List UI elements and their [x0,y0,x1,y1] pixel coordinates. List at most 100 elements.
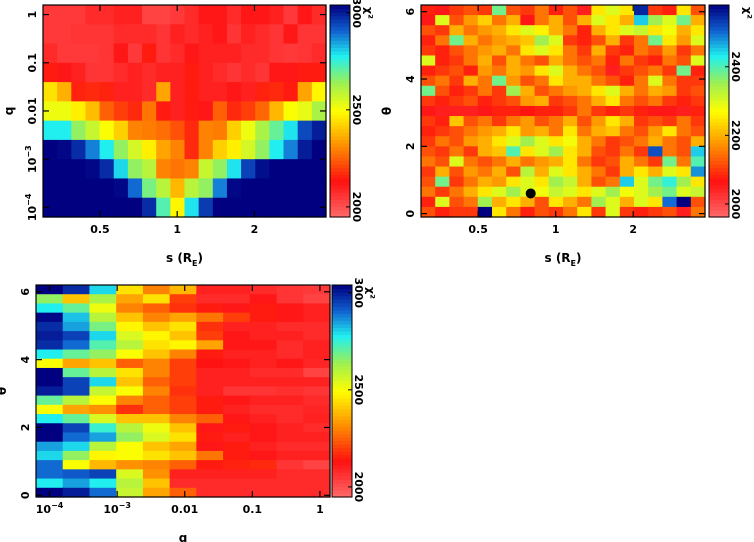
heatmap-cell [311,139,327,160]
heatmap-cell [89,478,117,489]
heatmap-cell [619,136,635,147]
heatmap-cell [36,469,64,480]
colorbar-segment [330,103,350,109]
colorbar-segment [332,451,352,456]
heatmap-cell [249,404,278,415]
heatmap-cell [169,460,197,470]
heatmap-cell [311,5,327,25]
heatmap-cell [71,82,87,102]
heatmap-cell [142,349,171,360]
heatmap-cell [223,441,251,452]
heatmap-cell [662,25,678,36]
heatmap-cell [297,120,313,141]
heatmap-cell [311,120,327,141]
heatmap-cell [241,24,256,45]
heatmap-cell [563,35,578,46]
heatmap-cell [36,377,64,387]
colorbar-segment [709,58,729,63]
heatmap-cell [534,75,550,87]
heatmap-cell [169,404,197,415]
heatmap-cell [634,196,649,208]
colorbar-segment [332,405,352,410]
heatmap-cell [116,285,144,295]
heatmap-cell [36,395,64,406]
heatmap-cell [506,35,521,46]
heatmap-cell [435,75,450,87]
heatmap-cell [520,5,536,16]
heatmap-cell [449,176,465,188]
colorbar-segment [330,202,350,207]
heatmap-cell [62,340,91,351]
heatmap-cell [249,312,278,323]
heatmap-cell [89,414,117,424]
colorbar-segment [330,195,350,200]
colorbar-segment [330,29,350,34]
heatmap-cell [591,5,607,16]
colorbar-segment [709,171,729,176]
heatmap-cell [506,85,521,97]
heatmap-cell [196,423,224,434]
heatmap-cell [142,358,171,369]
heatmap-cell [492,166,507,178]
heatmap-cell [196,469,224,480]
colorbar-segment [709,139,729,144]
heatmap-cell [676,105,692,117]
heatmap-cell [297,197,313,218]
heatmap-cell [169,423,197,434]
colorbar-segment [332,401,352,406]
heatmap-cell [170,43,186,64]
heatmap-cell [62,386,91,397]
heatmap-cell [534,186,550,198]
heatmap-cell [43,101,58,122]
colorbar-segment [709,103,729,109]
colorbar-segment [332,383,352,389]
heatmap-cell [57,5,72,25]
heatmap-cell [303,423,331,434]
heatmap-cell [156,197,171,218]
heatmap-cell [113,5,129,25]
heatmap-cell [212,82,228,102]
heatmap-cell [169,469,197,480]
heatmap-cell [463,45,479,57]
heatmap-cell [690,95,706,107]
heatmap-cell [241,62,256,83]
heatmap-cell [276,321,304,332]
heatmap-cell [269,43,285,64]
heatmap-cell [477,176,493,188]
colorbar: 2000 2500 3000 χ² [329,0,375,223]
heatmap-cell [563,5,578,16]
heatmap-cell [170,82,186,102]
heatmap-cell [605,156,621,168]
x-tick-label: 0.5 [468,223,488,236]
heatmap-cell [477,156,493,168]
heatmap-cell [85,43,101,64]
heatmap-cell [449,196,465,208]
heatmap-cell [463,146,479,158]
heatmap-cell [62,321,91,332]
heatmap-cell [506,45,521,57]
heatmap-cell [276,432,304,443]
colorbar-segment [709,213,729,218]
heatmap-cell [577,116,592,127]
heatmap-cell [62,414,91,424]
heatmap-cell [142,82,157,102]
heatmap-cell [634,126,649,137]
heatmap-cell [463,75,479,87]
heatmap-cell [89,423,117,434]
heatmap-cell [196,377,224,387]
heatmap-cell [276,441,304,452]
colorbar-segment [332,465,352,470]
heatmap-cell [421,116,436,127]
heatmap-cell [676,146,692,158]
heatmap-cell [212,43,228,64]
heatmap-cell [196,395,224,406]
heatmap-cell [577,55,592,67]
colorbar-segment [709,72,729,77]
colorbar-segment [330,36,350,41]
heatmap-cell [156,62,171,83]
heatmap-cell [62,358,91,369]
colorbar-segment [332,394,352,399]
heatmap-cell [577,176,592,188]
heatmap-cell [170,101,186,122]
heatmap-cell [506,25,521,36]
